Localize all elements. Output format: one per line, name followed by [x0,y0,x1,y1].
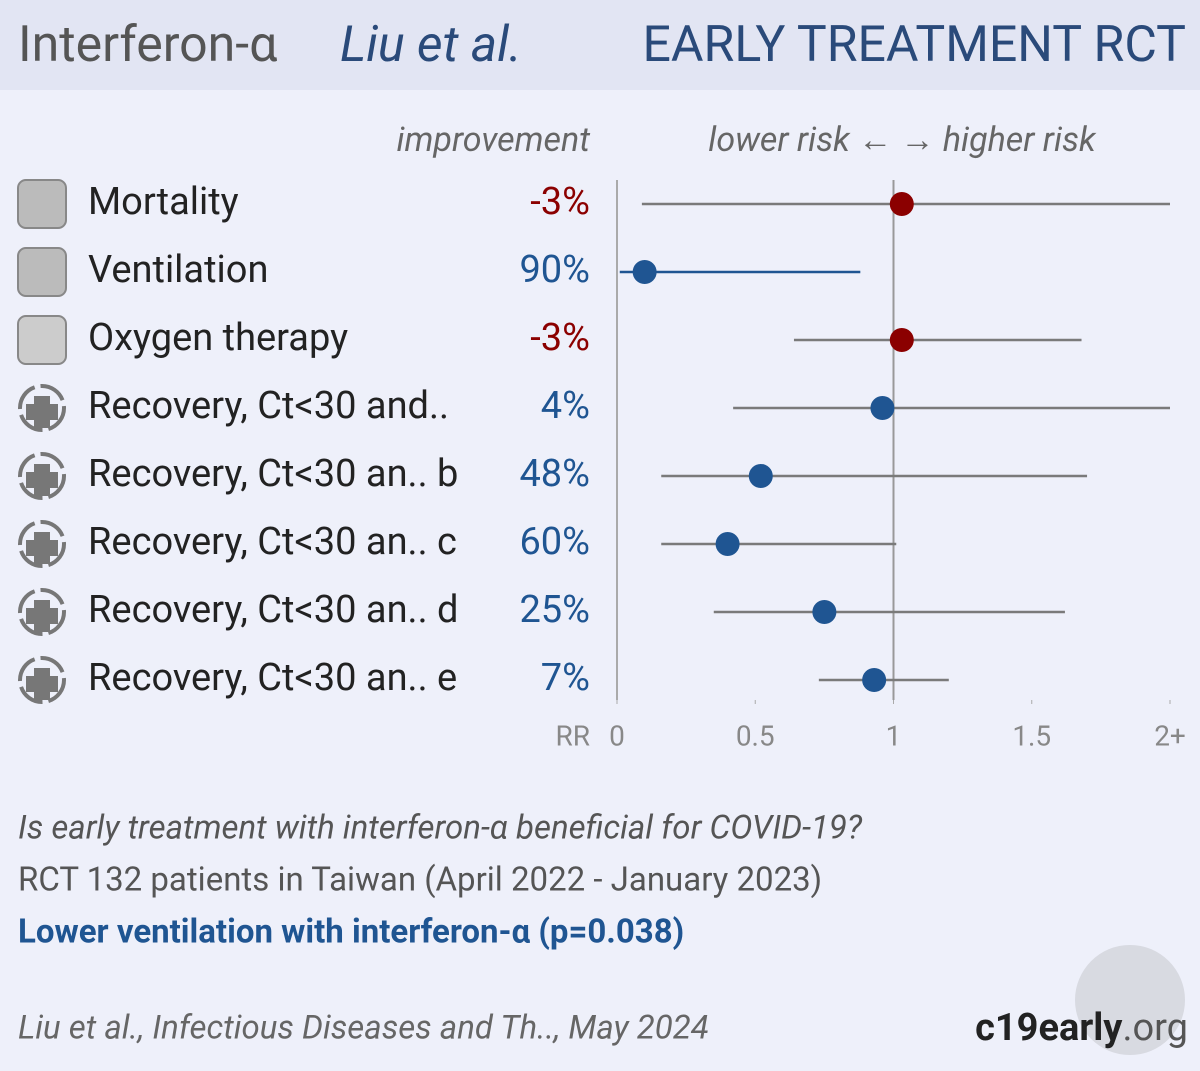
improvement-label: -3% [530,316,590,360]
brand-tld: .org [1122,1006,1188,1050]
title-treatment: Interferon-α [18,16,277,74]
icon-ring [18,520,66,568]
category-label: Oxygen therapy [88,316,348,360]
details: RCT 132 patients in Taiwan (April 2022 -… [18,861,822,900]
point-estimate [870,396,895,420]
brand: c19early.org [975,1006,1188,1050]
row-icon [18,452,66,500]
improvement-label: 7% [541,656,590,700]
category-label: Recovery, Ct<30 an.. c [88,520,457,564]
icon-box [17,179,67,229]
conclusion: Lower ventilation with interferon-α (p=0… [18,913,684,952]
improvement-header: improvement [396,120,590,160]
point-estimate [889,192,914,216]
question: Is early treatment with interferon-α ben… [18,809,863,848]
improvement-label: 4% [541,384,590,428]
x-tick-label: 2+ [1154,719,1186,752]
icon-cross [26,532,58,564]
category-label: Recovery, Ct<30 and.. [88,384,449,428]
point-estimate [748,464,773,488]
improvement-label: 25% [519,588,590,632]
title-kind: EARLY TREATMENT RCT [642,16,1186,74]
icon-cross [26,668,58,700]
improvement-label: 90% [519,248,590,292]
point-estimate [715,532,740,556]
row-icon [17,179,67,229]
category-label: Recovery, Ct<30 an.. d [88,588,458,632]
x-tick-label: 1.5 [1012,719,1051,752]
x-tick-label: 1 [886,719,902,752]
icon-cross [26,464,58,496]
category-label: Mortality [88,180,239,224]
title-bar [0,0,1200,90]
row-icon [17,247,67,297]
improvement-label: 48% [519,452,590,496]
improvement-label: -3% [530,180,590,224]
improvement-label: 60% [519,520,590,564]
category-label: Recovery, Ct<30 an.. e [88,656,457,700]
icon-box [17,315,67,365]
icon-cross [26,600,58,632]
brand-name: c19early [975,1006,1123,1050]
row-icon [18,656,66,704]
x-tick-label: 0.5 [736,719,775,752]
direction-header: lower risk ← → higher risk [708,120,1097,160]
icon-ring [18,588,66,636]
point-estimate [812,600,837,624]
category-label: Ventilation [88,248,268,292]
x-tick-label: 0 [609,719,625,752]
title-study: Liu et al. [340,16,522,74]
row-icon [18,384,66,432]
citation: Liu et al., Infectious Diseases and Th..… [18,1009,709,1048]
icon-box [17,247,67,297]
row-icon [18,588,66,636]
point-estimate [632,260,657,284]
row-icon [17,315,67,365]
point-estimate [889,328,914,352]
icon-ring [18,452,66,500]
x-axis-label: RR [555,719,590,752]
point-estimate [862,668,887,692]
icon-ring [18,384,66,432]
row-icon [18,520,66,568]
virus-icon [1075,945,1185,1055]
category-label: Recovery, Ct<30 an.. b [88,452,458,496]
icon-ring [18,656,66,704]
icon-cross [26,396,58,428]
